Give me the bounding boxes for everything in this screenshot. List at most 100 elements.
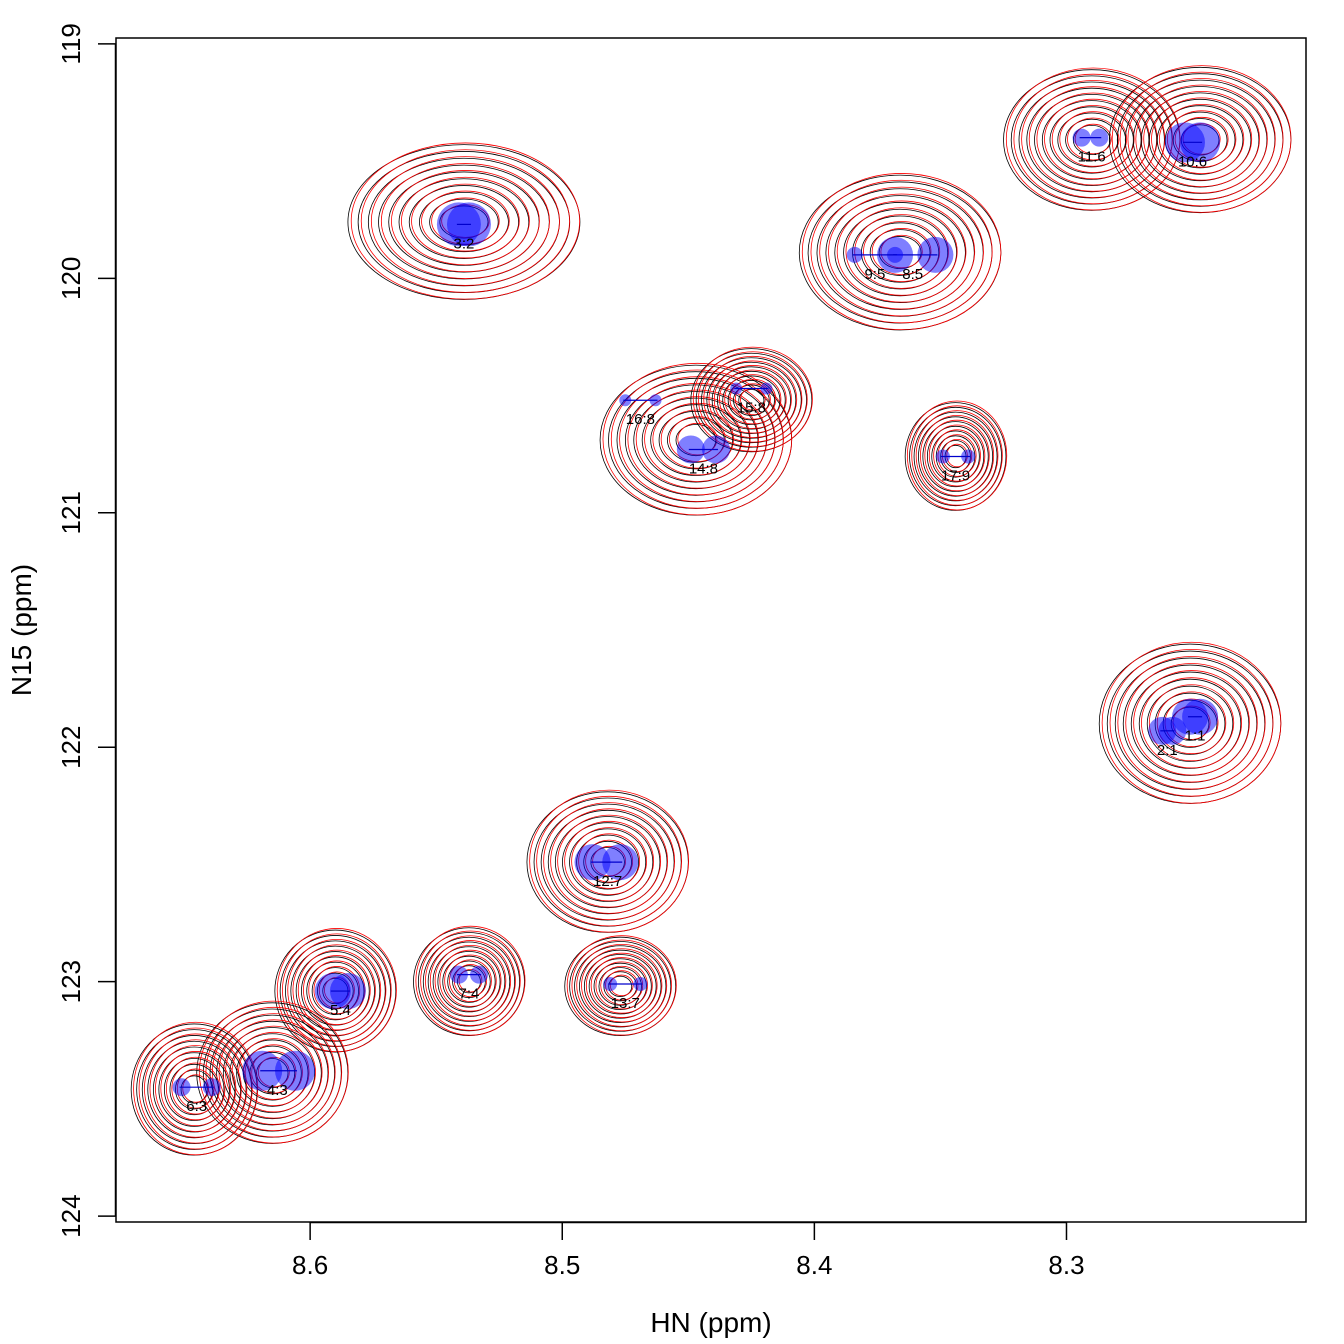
contour-ring [282,933,392,1047]
contour-ring [801,173,1002,331]
peak-marker: 17:9 [935,449,976,485]
contour-ring [350,142,581,300]
contour-ring [1159,103,1245,174]
y-tick-label: 124 [56,1194,86,1237]
peak-marker: 13:7 [603,977,648,1012]
contour-ring [1146,685,1234,762]
contour-ring [595,961,648,1010]
contour-ring [287,938,387,1042]
contour-ring [1148,684,1235,762]
contour-ring [391,170,540,273]
contour-ring [295,951,375,1031]
peak-marker: 14:8 [676,435,731,477]
contour-ring [1119,71,1284,207]
contour-ring [581,948,663,1023]
contour-ring [444,954,497,1007]
contour-ring [212,1013,336,1132]
peak-marker: 12:7 [574,844,639,890]
contour-ring [913,411,998,502]
peak-marker: 5:4 [314,973,366,1019]
contour-ring [370,156,560,286]
contour-ring [158,1052,230,1127]
contour-ring [411,183,520,259]
contour-ring [1109,648,1274,797]
contour-ring [719,369,787,429]
contour-ring [401,176,530,266]
contour-ring [1034,93,1150,186]
contour-cluster [1108,65,1292,214]
peak-marker: 2:1 [1148,716,1187,759]
contour-ring [536,795,683,927]
contour-ring [906,400,1008,511]
contour-ring [1151,97,1253,181]
contour-ring [810,179,993,324]
contour-ring [590,957,653,1014]
contour-ring [576,943,668,1027]
peak-marker: 7:4 [449,965,489,1003]
contour-ring [845,207,958,296]
contour-ring [734,383,771,416]
contour-ring [543,802,676,921]
peak-label: 3:2 [453,235,474,252]
contour-ring [1132,86,1268,194]
contour-ring [564,820,655,902]
contour-ring [141,1035,247,1145]
contour-ring [918,416,994,497]
contour-ring [708,360,798,438]
contour-ring [571,939,672,1032]
contour-ring [301,956,370,1026]
contour-ring [922,421,989,492]
contour-ring [274,929,397,1053]
contour-ring [627,382,768,496]
contour-ring [836,200,967,303]
contour-ring [1156,105,1244,175]
contour-ring [1067,117,1120,161]
x-tick-label: 8.4 [796,1250,832,1280]
contour-ring [933,429,981,482]
contour-cluster [904,400,1008,511]
contour-ring [550,808,669,914]
contour-ring [152,1046,236,1133]
peak-label: 13:7 [611,995,640,1012]
contour-ring [566,935,677,1036]
x-axis: 8.6 8.5 8.4 8.3 [292,1221,1085,1280]
contour-ring [1140,92,1260,188]
contour-ring [588,958,652,1015]
contour-ring [690,348,813,453]
contour-ring [425,935,516,1026]
contour-cluster [690,346,813,453]
contour-ring [724,374,782,425]
contour-ring [1122,664,1258,783]
contour-ring [1059,111,1127,167]
contour-ring [1051,105,1135,173]
contour-ring [1138,678,1242,769]
contour-ring [834,202,966,304]
peak-marker: 6:3 [172,1078,221,1115]
contour-ring [1133,670,1250,776]
contour-ring [909,406,1002,507]
contour-ring [624,384,767,496]
contour-ring [717,370,786,430]
contour-ring [209,1014,336,1132]
contour-ring [292,944,382,1036]
contour-ring [692,346,813,452]
contour-ring [579,949,662,1023]
contour-ring [711,366,791,435]
contour-ring [1125,663,1258,783]
contour-ring [165,1056,226,1121]
contour-ring [163,1058,225,1121]
contour-ring [920,415,995,497]
contour-ring [554,816,661,909]
contour-ring [569,828,647,896]
plot-frame [115,37,1307,1223]
contour-ring [437,951,501,1013]
contour-ring [1135,84,1268,194]
peak-marker: 11:6 [1072,128,1109,166]
contour-ring [1101,641,1282,804]
contour-cluster [413,925,526,1036]
peak-label: 16:8 [626,411,655,428]
contour-ring [1021,80,1166,198]
peak-label: 1:1 [1185,728,1206,745]
contour-ring [727,380,775,421]
peak-marker: 16:8 [619,394,662,428]
